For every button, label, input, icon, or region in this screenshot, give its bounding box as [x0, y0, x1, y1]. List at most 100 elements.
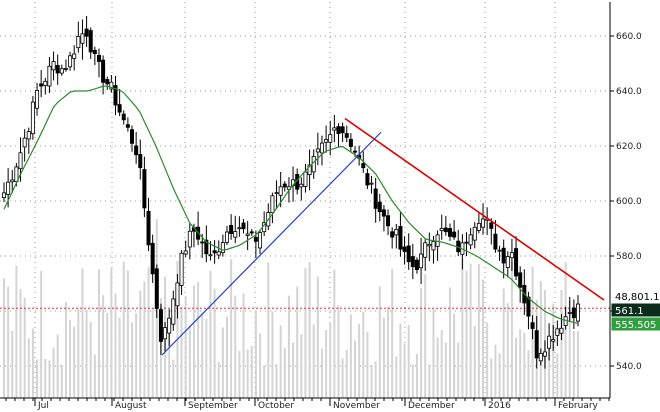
candle-body [468, 234, 473, 246]
candle-body [464, 241, 469, 244]
volume-bar [469, 263, 472, 398]
candle-body [497, 249, 502, 252]
volume-bar [234, 295, 237, 398]
volume-bar [192, 285, 195, 398]
candle-body [167, 317, 172, 334]
volume-bar [333, 269, 336, 398]
candle-body [241, 222, 246, 230]
volume-bar [11, 330, 14, 398]
volume-bar [457, 342, 460, 398]
volume-bar [436, 337, 439, 398]
blue-trendline [161, 131, 382, 356]
candle-body [518, 272, 523, 288]
candle-body [344, 133, 349, 138]
volume-bar [184, 296, 187, 398]
candle-body [187, 230, 192, 248]
candle-body [200, 241, 205, 244]
candle-body [80, 33, 85, 44]
candle-body [505, 256, 510, 269]
volume-bar [217, 362, 220, 398]
volume-bar [238, 351, 241, 398]
candle-body [493, 233, 498, 250]
volume-bar [316, 276, 319, 398]
value-tag-label: 48,801.19 [615, 292, 660, 303]
candle-body [576, 303, 581, 322]
candle-body [204, 239, 209, 255]
volume-bar [556, 353, 559, 398]
volume-bar [97, 269, 100, 398]
volume-bar [106, 313, 109, 398]
x-tick-label: February [558, 401, 599, 411]
volume-bar [568, 300, 571, 398]
volume-bar [221, 327, 224, 398]
volume-bar [122, 261, 125, 398]
red-trendline [344, 117, 605, 301]
value-tag-box [611, 317, 660, 331]
candle-body [386, 215, 391, 227]
candle-body [571, 307, 576, 319]
volume-bar [395, 356, 398, 398]
volume-bar [131, 322, 134, 398]
volume-bar [110, 268, 113, 398]
candle-body [175, 282, 180, 307]
candle-body [125, 124, 130, 128]
candle-body [121, 113, 126, 121]
candle-body [443, 227, 448, 233]
candle-body [307, 164, 312, 175]
volume-bar [461, 258, 464, 398]
x-tick-label: September [188, 401, 238, 411]
volume-bar [411, 364, 414, 398]
volume-bar [7, 286, 10, 398]
candle-body [361, 163, 366, 169]
candle-body [452, 231, 457, 238]
volume-bar [325, 330, 328, 398]
candle-body [447, 228, 452, 237]
candle-body [249, 231, 254, 234]
volume-bar [143, 281, 146, 398]
volume-bar [263, 365, 266, 398]
candle-body [88, 30, 93, 53]
candle-body [117, 104, 122, 113]
candle-body [35, 90, 40, 109]
volume-bar [279, 325, 282, 398]
volume-bar [81, 268, 84, 398]
volume-bar [242, 293, 245, 398]
volume-bar [577, 331, 579, 398]
volume-bar [52, 347, 55, 398]
volume-bar [519, 329, 522, 398]
volume-bar [453, 313, 456, 398]
volume-bar [254, 309, 257, 398]
x-tick-label: December [408, 401, 455, 411]
moving-average-line [3, 85, 579, 324]
candle-body [47, 65, 52, 87]
volume-bar [139, 290, 142, 398]
volume-bar [213, 288, 216, 398]
candle-body [542, 351, 547, 357]
candle-body [258, 232, 263, 249]
candle-body [398, 226, 403, 250]
candle-body [423, 242, 428, 258]
y-tick-label: 660.0 [616, 32, 642, 42]
volume-bar [477, 263, 480, 398]
volume-bar [73, 326, 76, 398]
candle-body [427, 243, 432, 247]
volume-bar [287, 295, 290, 398]
volume-bar [407, 325, 410, 398]
value-tag-label: 561.1 [615, 306, 644, 317]
candle-body [68, 55, 73, 68]
volume-bar [304, 268, 307, 398]
candle-body [253, 236, 258, 242]
candle-body [76, 36, 81, 49]
candle-body [559, 327, 564, 334]
volume-bar [329, 322, 332, 398]
candle-body [530, 322, 535, 329]
volume-bar [366, 331, 369, 398]
candle-body [547, 335, 552, 349]
volume-bar [527, 350, 530, 398]
x-tick-label: November [333, 401, 380, 411]
candle-body [150, 242, 155, 275]
volume-bar [93, 354, 96, 398]
volume-bar [102, 295, 105, 398]
candle-body [43, 80, 48, 86]
volume-bar [44, 358, 47, 398]
